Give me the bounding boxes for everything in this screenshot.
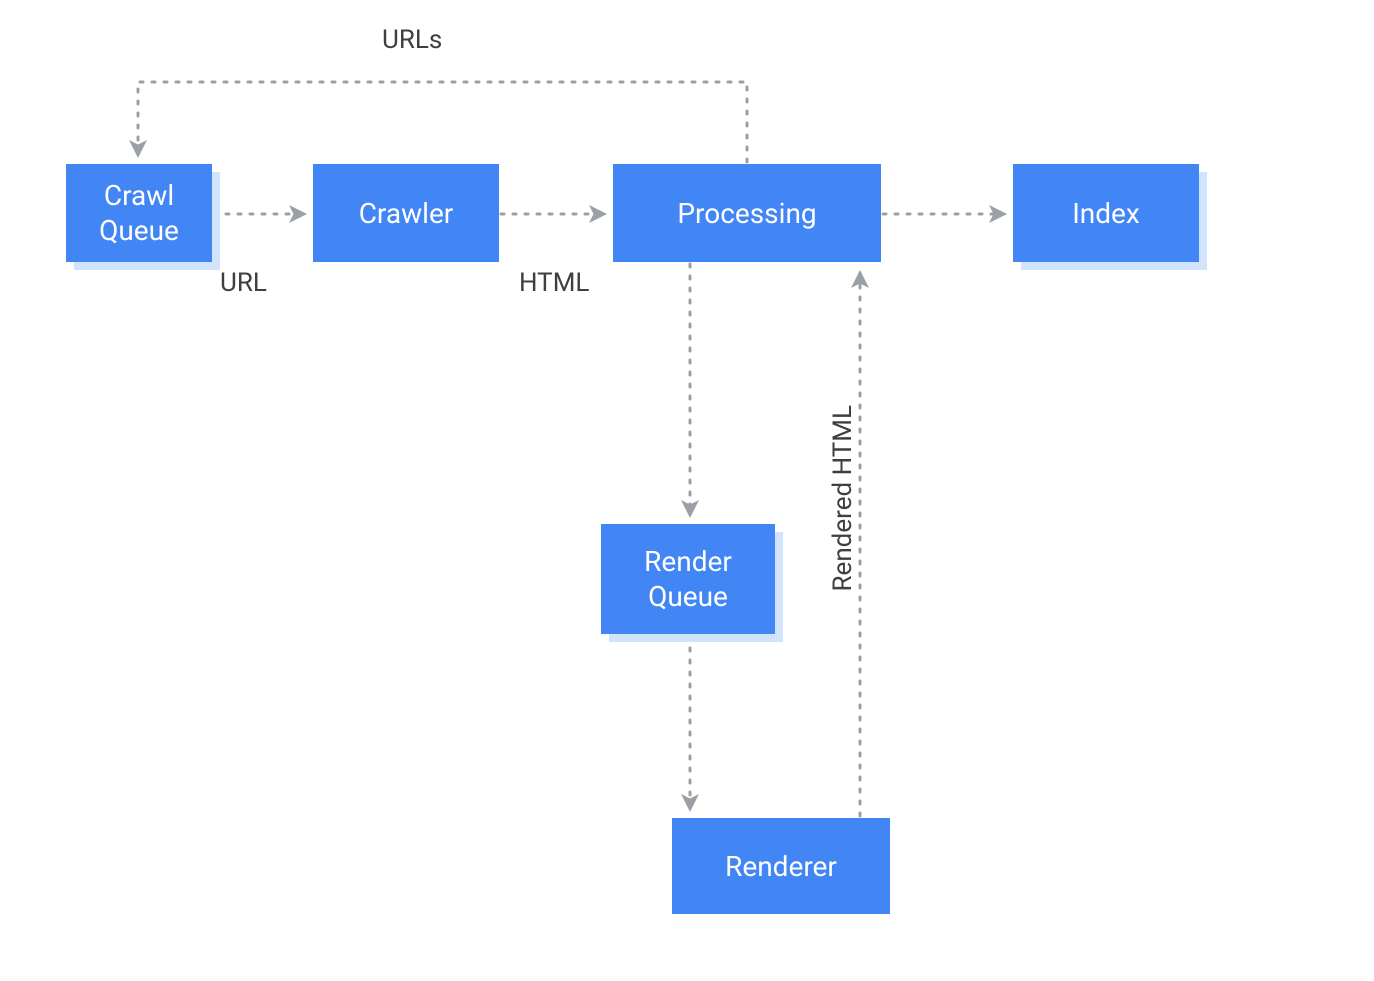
edge-label-e_renderer_proc: Rendered HTML xyxy=(828,405,858,591)
edge-e_proc_urls xyxy=(138,82,747,162)
edge-label-e_crawler_proc: HTML xyxy=(519,268,589,298)
node-processing: Processing xyxy=(613,164,881,262)
edge-label-e_cq_crawler: URL xyxy=(220,268,267,298)
edge-label-e_proc_urls: URLs xyxy=(382,25,442,55)
flowchart-canvas: Crawl Queue Crawler Processing Index Render … xyxy=(0,0,1374,981)
node-index: Index xyxy=(1013,164,1199,262)
node-render_queue: Render Queue xyxy=(601,524,775,634)
node-renderer: Renderer xyxy=(672,818,890,914)
node-crawler: Crawler xyxy=(313,164,499,262)
node-crawl_queue: Crawl Queue xyxy=(66,164,212,262)
